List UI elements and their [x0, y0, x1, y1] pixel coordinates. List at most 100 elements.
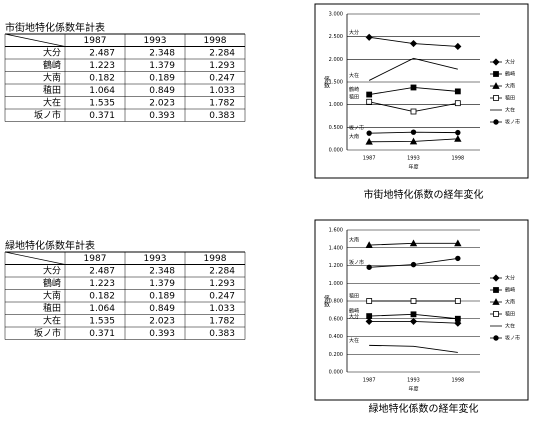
marker — [410, 108, 417, 115]
series-annotation: 大在 — [349, 72, 359, 79]
legend-label: 大南 — [505, 299, 515, 306]
y-tick-label: 1.500 — [329, 80, 343, 86]
legend-label: 大分 — [505, 275, 515, 282]
legend-label: 坂ノ市 — [505, 335, 520, 342]
row-header: 大南 — [43, 71, 61, 83]
x-tick-label: 1987 — [363, 378, 376, 384]
chart-caption: 市街地特化係数の経年変化 — [364, 188, 484, 201]
legend-label: 鶴崎 — [505, 287, 515, 294]
table-title: 市街地特化係数年計表 — [5, 21, 105, 34]
table-cell: 1.782 — [209, 316, 235, 326]
series-annotation: 大南 — [349, 237, 359, 244]
series-annotation: 坂ノ市 — [349, 259, 364, 266]
table-cell: 2.284 — [209, 48, 235, 58]
marker — [366, 98, 373, 105]
y-tick-label: 1.400 — [329, 245, 343, 251]
marker — [366, 298, 373, 304]
table-cell: 2.487 — [89, 48, 115, 58]
row-header: 鶴崎 — [43, 59, 61, 71]
chart-frame — [314, 219, 529, 401]
marker — [409, 137, 418, 145]
y-tick-label: 1.000 — [329, 102, 343, 108]
table-cell: 0.383 — [209, 329, 235, 339]
column-header: 1987 — [84, 254, 107, 264]
table-cell: 1.293 — [209, 61, 235, 71]
y-tick-label: 0.200 — [329, 352, 343, 358]
marker — [409, 317, 418, 325]
table-title: 緑地特化係数年計表 — [5, 239, 95, 252]
marker — [454, 298, 461, 304]
table-cell: 0.247 — [209, 291, 235, 301]
marker — [365, 137, 373, 145]
table-cell: 1.782 — [209, 98, 235, 108]
y-tick-label: 0.500 — [329, 125, 343, 131]
table-cell: 1.293 — [209, 279, 235, 289]
x-axis-label: 年度 — [408, 386, 418, 393]
marker — [454, 319, 462, 327]
x-tick-label: 1993 — [407, 156, 420, 162]
table-cell: 2.284 — [209, 266, 235, 276]
legend-label: 稙田 — [505, 95, 515, 102]
marker — [409, 39, 418, 48]
table-cell: 0.371 — [89, 111, 115, 121]
x-tick-label: 1998 — [451, 156, 464, 162]
marker — [366, 130, 372, 136]
marker — [454, 88, 461, 95]
column-header: 1993 — [144, 254, 167, 264]
series-annotation: 大分 — [349, 29, 359, 36]
marker — [454, 315, 461, 322]
table-cell: 1.033 — [209, 86, 235, 96]
table-cell: 1.535 — [89, 98, 115, 108]
marker — [455, 129, 461, 136]
table-cell: 1.379 — [149, 61, 175, 71]
marker — [454, 42, 462, 51]
legend-marker — [492, 274, 500, 282]
table-cell: 0.182 — [89, 291, 115, 301]
legend-marker — [492, 58, 500, 66]
table-cell: 0.371 — [89, 329, 115, 339]
y-tick-label: 0.000 — [329, 370, 343, 376]
marker — [365, 33, 373, 41]
table-cell: 1.064 — [89, 304, 115, 314]
table-cell: 2.348 — [149, 48, 175, 58]
y-tick-label: 2.500 — [329, 34, 343, 40]
series-annotation: 鶴崎 — [349, 308, 359, 315]
marker — [365, 317, 373, 325]
table-cell: 0.189 — [149, 73, 175, 83]
marker — [410, 261, 417, 268]
table-cell: 0.849 — [149, 86, 175, 96]
marker — [366, 313, 373, 319]
y-tick-label: 1.600 — [329, 228, 343, 234]
table-cell: 0.189 — [149, 291, 175, 301]
chart-frame — [314, 3, 529, 179]
legend-marker — [493, 71, 499, 77]
table-cell: 1.223 — [89, 279, 115, 289]
table-cell: 0.393 — [149, 329, 175, 339]
row-header: 稙田 — [43, 84, 61, 96]
y-tick-label: 1.200 — [329, 263, 343, 269]
table-cell: 1.033 — [209, 304, 235, 314]
table-cell: 2.023 — [149, 316, 175, 326]
table-cell: 0.849 — [149, 304, 175, 314]
column-header: 1993 — [144, 36, 167, 46]
row-header: 大在 — [43, 314, 61, 326]
table-cell: 0.182 — [89, 73, 115, 83]
table-cell: 2.023 — [149, 98, 175, 108]
series-annotation: 坂ノ市 — [349, 125, 364, 132]
table-diagonal — [4, 251, 66, 265]
table-cell: 1.064 — [89, 86, 115, 96]
y-axis-label: 係数 — [323, 294, 330, 308]
table-cell: 2.487 — [89, 266, 115, 276]
legend-label: 坂ノ市 — [505, 119, 520, 126]
y-tick-label: 3.000 — [329, 12, 343, 18]
marker — [454, 100, 461, 107]
column-header: 1987 — [84, 36, 107, 46]
legend-label: 稙田 — [505, 311, 515, 318]
legend-marker — [493, 119, 499, 125]
table-cell: 0.383 — [209, 111, 235, 121]
table-cell: 0.393 — [149, 111, 175, 121]
legend-label: 大分 — [505, 59, 515, 66]
table-diagonal — [4, 33, 66, 47]
y-tick-label: 0.400 — [329, 334, 343, 340]
